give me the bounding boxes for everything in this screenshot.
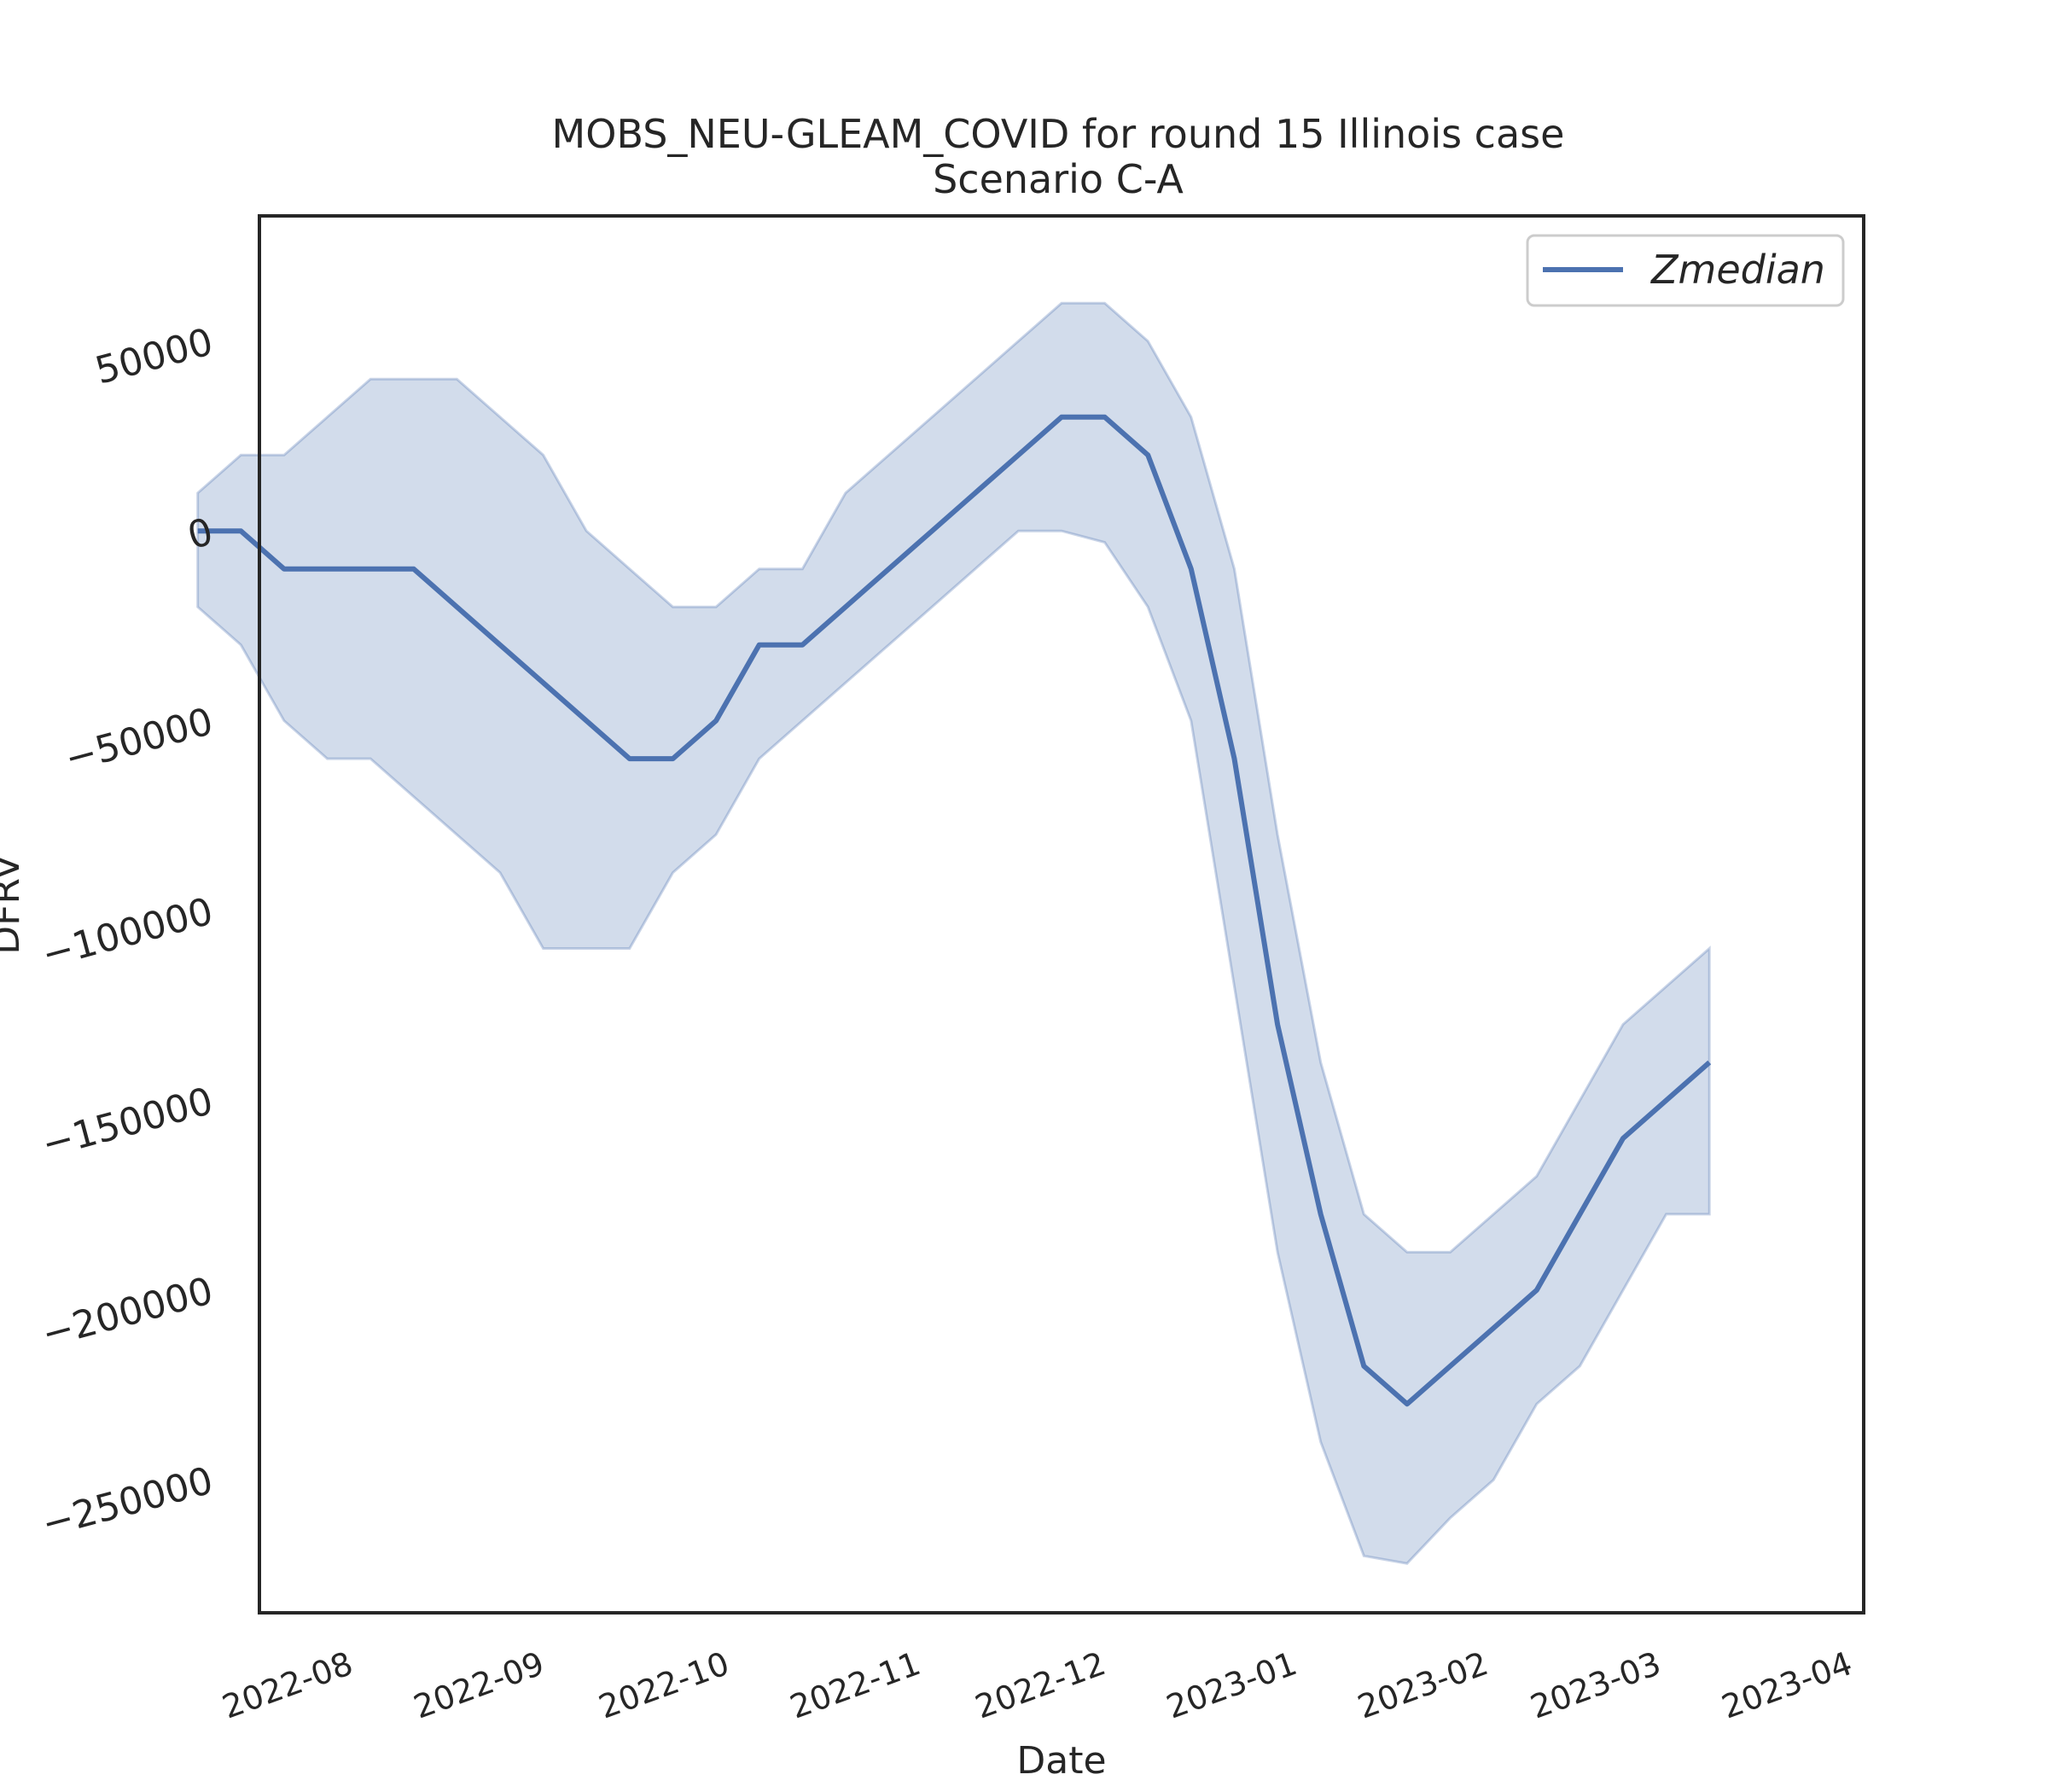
x-tick-label: 2022-10 xyxy=(594,1644,734,1726)
legend-label: Zmedian xyxy=(1649,247,1825,293)
x-tick-label: 2023-03 xyxy=(1526,1644,1666,1726)
y-tick-label: −150000 xyxy=(38,1079,218,1167)
series-band-area xyxy=(196,301,1711,1565)
x-tick-label: 2023-01 xyxy=(1161,1644,1301,1726)
y-tick-label: −100000 xyxy=(38,889,218,976)
series-lines xyxy=(197,414,1712,1407)
y-tick-label: 50000 xyxy=(90,320,217,393)
y-tick-label: −200000 xyxy=(38,1269,218,1356)
y-tick-label: −250000 xyxy=(38,1459,218,1546)
x-tick-label: 2022-09 xyxy=(409,1644,549,1726)
y-tick-label: −50000 xyxy=(61,700,218,781)
legend: Zmedian xyxy=(1526,234,1845,307)
x-tick-label: 2023-02 xyxy=(1353,1644,1492,1726)
x-axis-label: Date xyxy=(1016,1739,1106,1783)
confidence-band xyxy=(196,301,1711,1565)
x-tick-label: 2022-11 xyxy=(785,1644,925,1726)
series-line-zmedian xyxy=(197,414,1712,1407)
x-tick-label: 2022-12 xyxy=(970,1644,1110,1726)
x-tick-labels: 2022-08 2022-09 2022-10 2022-11 2022-12 2023-… xyxy=(218,1644,1857,1726)
legend-box xyxy=(1526,234,1845,307)
chart-title: MOBS_NEU-GLEAM_COVID for round 15 Illino… xyxy=(552,111,1565,157)
y-axis-label: DFRV xyxy=(0,854,28,954)
chart-subtitle: Scenario C-A xyxy=(933,156,1184,202)
x-tick-label: 2022-08 xyxy=(218,1644,358,1726)
x-tick-label: 2023-04 xyxy=(1717,1644,1857,1726)
plot-frame xyxy=(258,214,1865,1615)
